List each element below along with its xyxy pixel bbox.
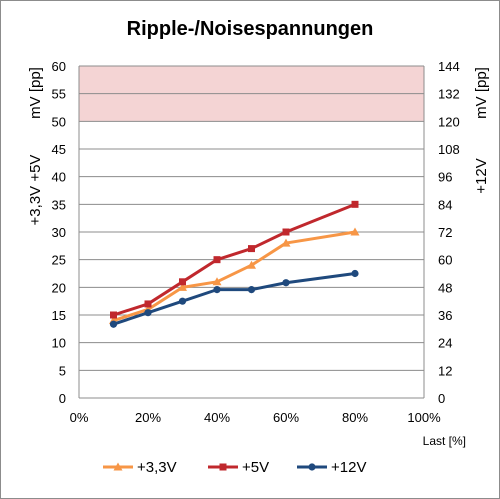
data-point <box>109 320 118 328</box>
left-y-tick-label: 30 <box>52 225 66 240</box>
data-point <box>351 269 359 278</box>
data-point <box>351 200 359 208</box>
data-point <box>144 309 152 317</box>
data-point <box>248 245 255 253</box>
data-point <box>281 238 291 247</box>
data-point <box>247 260 256 269</box>
left-y-tick-label: 10 <box>52 336 66 351</box>
data-point <box>178 297 187 305</box>
legend-label: +5V <box>242 459 269 476</box>
data-point <box>282 228 290 236</box>
right-y-tick-label: 108 <box>438 142 460 157</box>
left-y-tick-label: 20 <box>52 280 66 295</box>
x-tick-label: 40% <box>204 410 230 425</box>
gridlines <box>79 65 424 371</box>
right-y-tick-label: 120 <box>438 114 460 129</box>
legend-label: +3,3V <box>137 459 177 476</box>
x-tick-label: 0% <box>70 410 89 425</box>
x-tick-label: 100% <box>407 410 441 425</box>
data-point <box>144 300 152 308</box>
series-line <box>113 272 356 326</box>
legend-label: +12V <box>331 459 366 476</box>
right-y-tick-label: 144 <box>438 59 460 74</box>
legend-marker <box>219 463 227 471</box>
left-y-tick-label: 45 <box>52 142 66 157</box>
legend-marker <box>308 463 316 471</box>
data-point <box>350 227 360 236</box>
left-y-axis-label-bottom: +3,3V +5V <box>27 155 44 226</box>
data-point <box>110 311 117 319</box>
x-tick-label: 80% <box>342 410 368 425</box>
right-y-tick-label: 24 <box>438 336 452 351</box>
x-tick-label: 20% <box>135 410 161 425</box>
legend: +3,3V +5V +12V <box>103 459 366 476</box>
right-y-tick-label: 36 <box>438 308 452 323</box>
right-y-tick-label: 48 <box>438 280 452 295</box>
left-y-tick-label: 60 <box>52 59 66 74</box>
data-point <box>247 286 256 294</box>
left-y-tick-label: 40 <box>52 170 66 185</box>
data-point <box>213 286 221 294</box>
left-y-tick-label: 0 <box>59 391 66 406</box>
left-y-tick-label: 55 <box>52 87 66 102</box>
legend-marker <box>113 462 123 471</box>
data-point <box>213 256 221 264</box>
left-y-tick-label: 35 <box>52 197 66 212</box>
left-y-tick-label: 15 <box>52 308 66 323</box>
right-y-tick-label: 60 <box>438 253 452 268</box>
left-y-tick-label: 25 <box>52 253 66 268</box>
right-y-axis-label-top: mV [pp] <box>473 67 490 119</box>
right-y-axis-label-bottom: +12V <box>473 158 490 193</box>
left-y-tick-label: 50 <box>52 114 66 129</box>
data-point <box>212 277 222 286</box>
data-point <box>179 278 186 286</box>
right-y-tick-label: 96 <box>438 170 452 185</box>
right-y-tick-label: 84 <box>438 197 452 212</box>
data-point <box>178 282 187 291</box>
chart-title: Ripple-/Noisespannungen <box>127 18 374 40</box>
right-y-tick-label: 12 <box>438 363 452 378</box>
right-y-tick-label: 132 <box>438 87 460 102</box>
series-layer <box>109 200 360 328</box>
x-axis-label: Last [%] <box>423 434 466 448</box>
left-y-axis-label-top: mV [pp] <box>27 67 44 119</box>
right-y-tick-label: 72 <box>438 225 452 240</box>
axes: 0 0 5 12 10 24 15 36 20 48 25 60 30 72 35 84 40 96 45 108 50… <box>52 59 460 425</box>
x-tick-label: 60% <box>273 410 299 425</box>
right-y-tick-label: 0 <box>438 391 445 406</box>
left-y-tick-label: 5 <box>59 363 66 378</box>
data-point <box>282 279 290 287</box>
